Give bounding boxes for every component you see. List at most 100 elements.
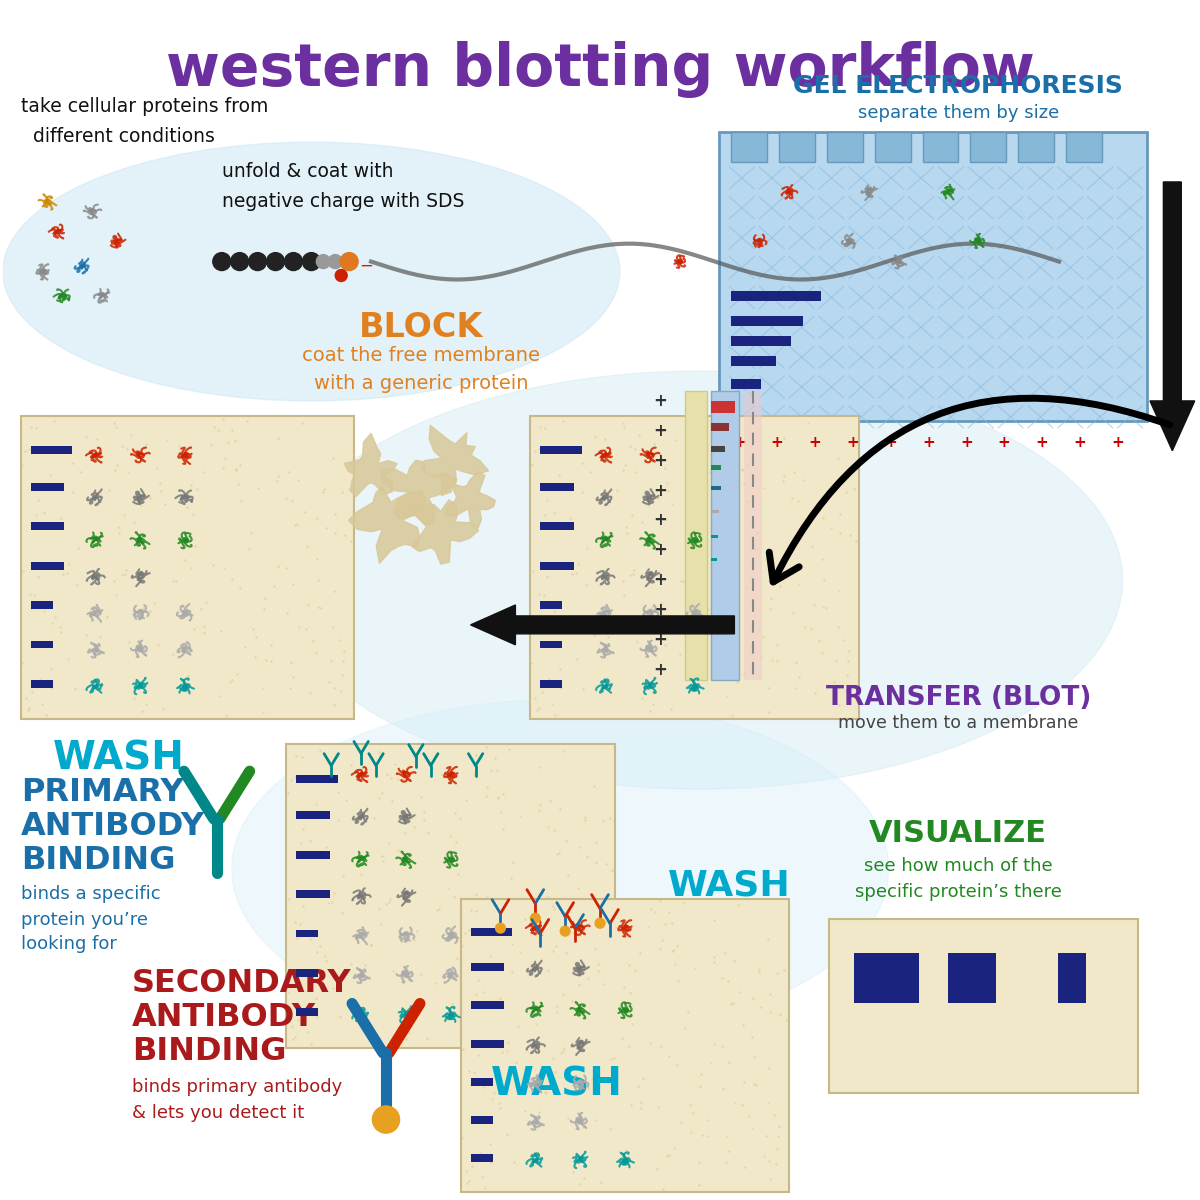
Text: WASH: WASH [53, 739, 185, 778]
Text: +: + [1111, 436, 1124, 450]
Bar [731, 356, 776, 366]
Text: +: + [733, 436, 745, 450]
Bar [720, 132, 1147, 421]
Text: +: + [653, 601, 667, 619]
Bar [540, 680, 562, 688]
Bar [470, 964, 504, 971]
Polygon shape [344, 433, 397, 497]
Text: specific protein’s there: specific protein’s there [854, 883, 1062, 901]
Bar [20, 416, 354, 720]
FancyArrow shape [1150, 182, 1195, 451]
Text: WASH: WASH [491, 1066, 623, 1104]
Text: +: + [653, 511, 667, 529]
Text: +: + [653, 481, 667, 499]
Bar [296, 775, 338, 782]
Bar [31, 641, 53, 648]
Text: +: + [1073, 436, 1086, 450]
Bar [296, 1008, 318, 1016]
Bar [540, 522, 574, 530]
Bar [540, 562, 574, 570]
Bar [948, 953, 996, 1003]
FancyArrow shape [470, 605, 734, 644]
Circle shape [335, 270, 347, 282]
Ellipse shape [2, 142, 620, 401]
Text: with a generic protein: with a generic protein [313, 374, 528, 394]
Bar [827, 132, 863, 162]
Bar [712, 535, 719, 539]
Text: +: + [809, 436, 821, 450]
Text: unfold & coat with: unfold & coat with [222, 162, 394, 181]
Text: ANTIBODY: ANTIBODY [20, 811, 205, 842]
Text: +: + [653, 451, 667, 469]
Text: take cellular proteins from: take cellular proteins from [20, 97, 268, 116]
Text: negative charge with SDS: negative charge with SDS [222, 192, 464, 211]
Bar [540, 482, 574, 491]
Bar [31, 680, 53, 688]
Bar [712, 558, 718, 562]
Bar [685, 391, 707, 679]
Ellipse shape [232, 700, 889, 1038]
Ellipse shape [276, 371, 1122, 790]
Polygon shape [380, 461, 457, 524]
Bar [31, 482, 65, 491]
Text: +: + [922, 436, 935, 450]
Bar [296, 811, 330, 820]
Bar [470, 1078, 492, 1086]
Bar [971, 132, 1006, 162]
Circle shape [302, 253, 320, 270]
Text: +: + [653, 541, 667, 559]
Bar [470, 928, 512, 936]
Bar [470, 1154, 492, 1162]
Bar [712, 401, 736, 413]
Bar [731, 317, 803, 326]
Bar [829, 918, 1138, 1093]
Text: BINDING: BINDING [132, 1036, 287, 1067]
Polygon shape [445, 472, 496, 528]
Text: coat the free membrane: coat the free membrane [302, 346, 540, 365]
Bar [296, 890, 330, 898]
Text: −: − [359, 257, 373, 275]
Bar [875, 132, 911, 162]
FancyArrowPatch shape [769, 398, 1170, 582]
Circle shape [284, 253, 302, 270]
Bar [712, 391, 739, 679]
Text: move them to a membrane: move them to a membrane [838, 714, 1079, 732]
Bar [731, 336, 791, 346]
Text: SECONDARY: SECONDARY [132, 968, 352, 1000]
Bar [296, 851, 330, 858]
Bar [31, 446, 72, 454]
Bar [461, 899, 790, 1193]
Text: WASH: WASH [667, 869, 791, 902]
Bar [1058, 953, 1086, 1003]
Polygon shape [422, 425, 488, 496]
Text: +: + [846, 436, 859, 450]
Circle shape [317, 254, 330, 269]
Bar [712, 464, 721, 469]
Text: VISUALIZE: VISUALIZE [869, 818, 1048, 848]
Bar [712, 422, 730, 431]
Text: separate them by size: separate them by size [858, 104, 1058, 122]
Circle shape [530, 913, 540, 923]
Bar [470, 1001, 504, 1009]
Circle shape [372, 1106, 400, 1133]
Polygon shape [412, 500, 479, 564]
Text: +: + [1036, 436, 1049, 450]
Text: PRIMARY: PRIMARY [20, 778, 184, 808]
Text: +: + [653, 392, 667, 410]
Bar [470, 1039, 504, 1048]
Text: different conditions: different conditions [32, 127, 215, 146]
Text: +: + [884, 436, 898, 450]
Text: ANTIBODY: ANTIBODY [132, 1002, 317, 1033]
Bar [923, 132, 959, 162]
Bar [296, 930, 318, 937]
Bar [287, 744, 614, 1048]
Text: GEL ELECTROPHORESIS: GEL ELECTROPHORESIS [793, 74, 1123, 98]
Circle shape [560, 926, 570, 936]
Bar [712, 486, 721, 490]
Bar [731, 379, 761, 389]
Text: protein you’re: protein you’re [20, 911, 148, 929]
Text: binds a specific: binds a specific [20, 884, 161, 902]
Text: +: + [770, 436, 784, 450]
Bar [744, 391, 762, 679]
Bar [31, 522, 65, 530]
